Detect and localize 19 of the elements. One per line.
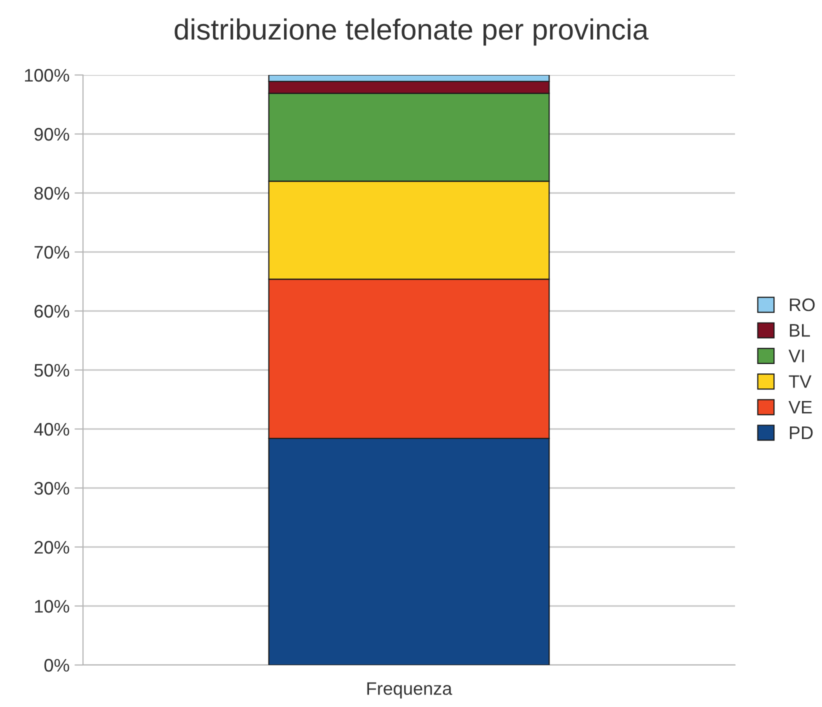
legend-label: VI (788, 350, 804, 362)
y-tick-label: 100% (25, 68, 70, 82)
x-tick-label: Frequenza (367, 682, 452, 698)
y-tick-label: 20% (34, 540, 70, 554)
y-tick-label: 40% (34, 422, 70, 436)
legend-label: TV (788, 375, 812, 388)
y-tick-label: 10% (35, 600, 70, 613)
y-tick-label: 70% (34, 246, 70, 259)
y-tick-label: 80% (34, 186, 70, 200)
legend-label: VE (788, 400, 812, 414)
y-tick-label: 90% (34, 128, 70, 141)
legend-label: PD (790, 426, 813, 439)
y-tick-label: 30% (34, 482, 70, 495)
y-tick-label: 60% (34, 304, 70, 318)
legend-label: RO (790, 298, 815, 312)
chart-title: distribuzione telefonate per provincia (174, 18, 649, 46)
legend-label: BL (790, 324, 810, 337)
y-tick-label: 0% (44, 658, 70, 672)
y-tick-label: 50% (34, 364, 70, 377)
